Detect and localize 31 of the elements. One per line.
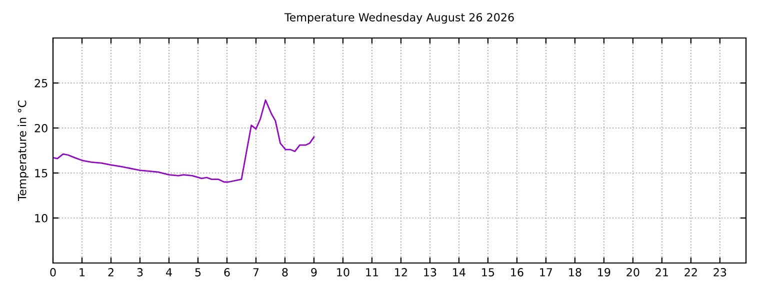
x-tick-label: 17 — [540, 268, 552, 276]
x-tick-label: 16 — [511, 268, 524, 276]
x-tick-label: 3 — [137, 268, 143, 276]
x-tick-label: 7 — [253, 268, 259, 276]
y-axis-title: Temperature in °C — [18, 100, 28, 201]
x-tick-label: 18 — [569, 268, 582, 276]
x-tick-label: 0 — [50, 268, 56, 276]
x-tick-label: 20 — [626, 268, 640, 276]
x-tick-label: 14 — [453, 268, 466, 276]
x-tick-label: 10 — [337, 268, 350, 276]
x-tick-label: 9 — [311, 268, 317, 276]
x-tick-label: 22 — [684, 268, 697, 276]
x-tick-label: 5 — [195, 268, 201, 276]
x-tick-label: 23 — [714, 268, 726, 276]
y-tick-label: 25 — [34, 78, 48, 88]
y-tick-label: 20 — [34, 124, 48, 132]
y-tick-label: 15 — [35, 169, 48, 178]
x-tick-label: 13 — [424, 268, 436, 276]
x-tick-label: 2 — [108, 268, 114, 276]
y-tick-label: 10 — [35, 214, 48, 222]
x-tick-label: 12 — [395, 268, 407, 276]
x-tick-label: 8 — [282, 268, 288, 276]
x-tick-label: 6 — [224, 268, 230, 276]
x-tick-label: 1 — [80, 268, 85, 276]
x-tick-label: 4 — [166, 268, 172, 276]
line-series — [53, 99, 315, 183]
x-tick-label: 11 — [366, 268, 378, 276]
x-tick-label: 19 — [598, 268, 610, 276]
x-tick-label: 21 — [656, 268, 668, 276]
x-tick-label: 15 — [482, 268, 494, 276]
chart-title: Temperature Wednesday August 26 2026 — [284, 12, 514, 24]
